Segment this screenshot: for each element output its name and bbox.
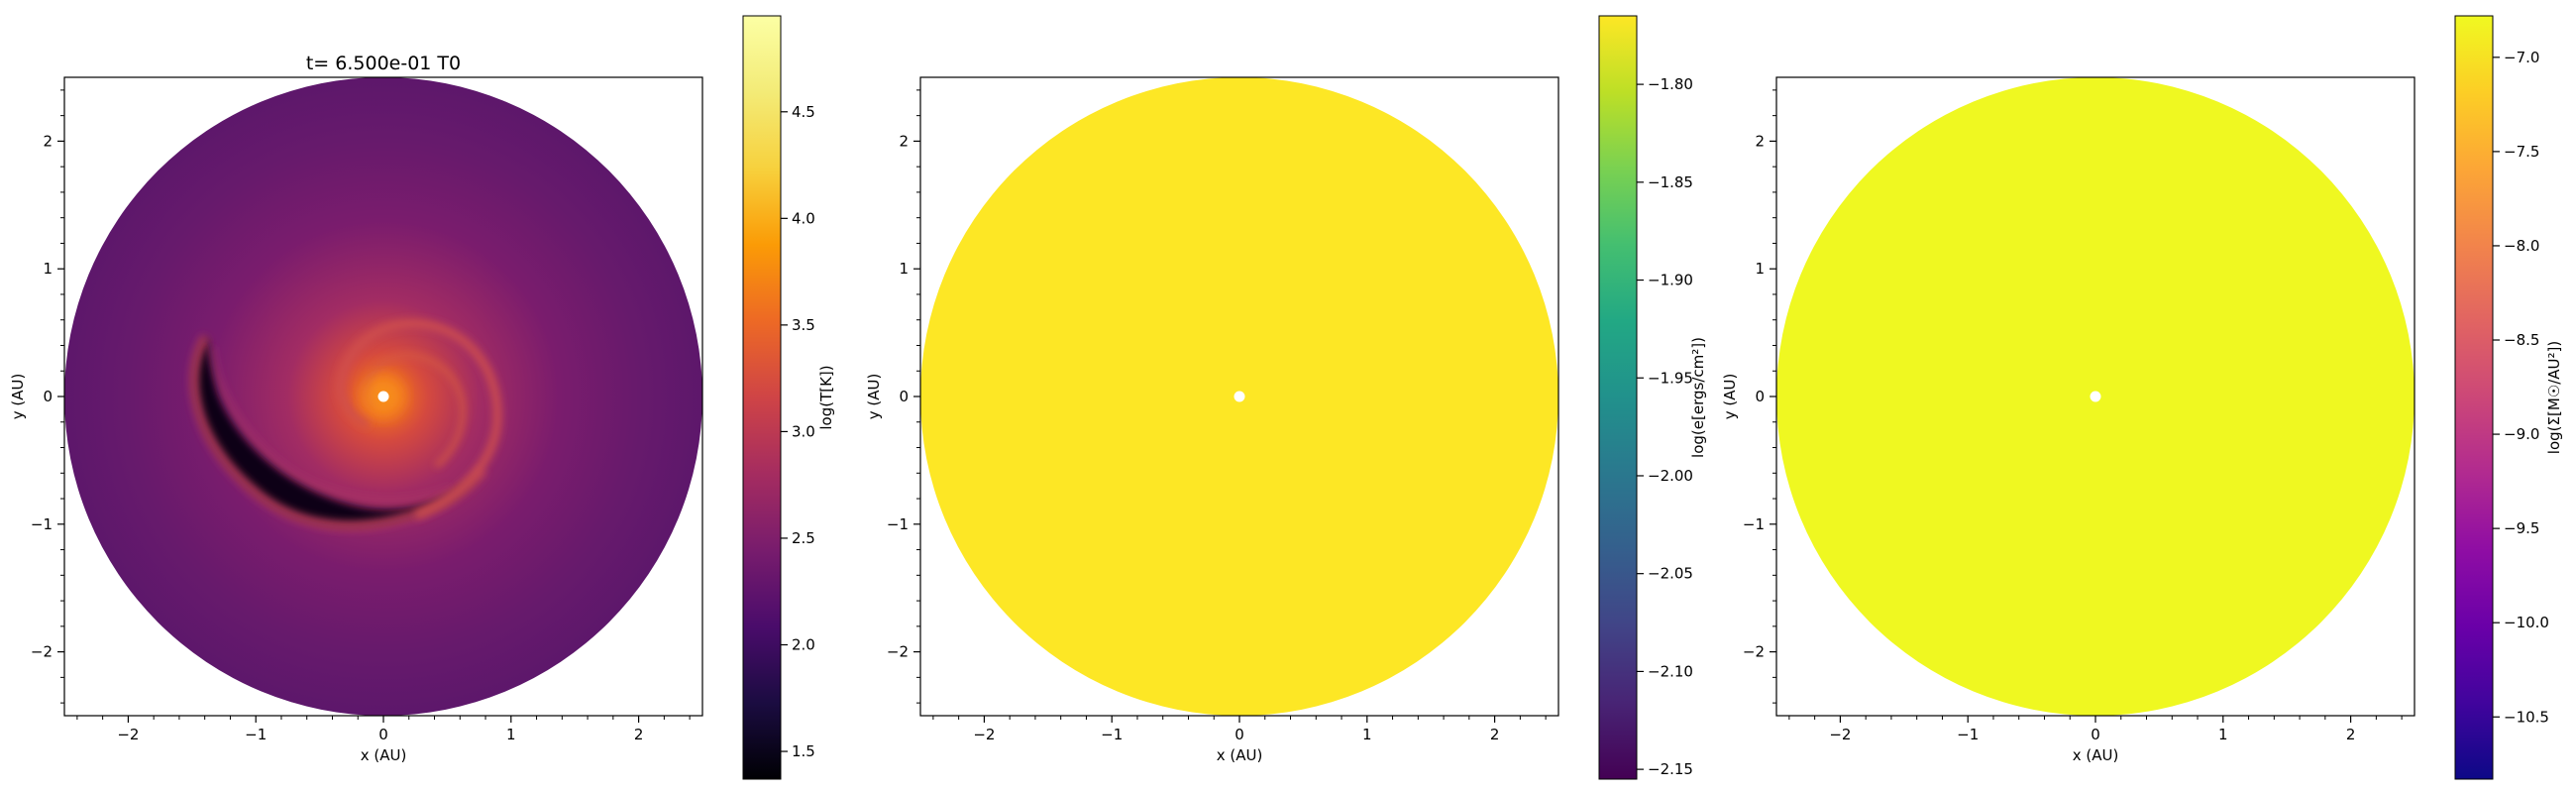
colorbar-tick-label: −7.5 [2504,143,2539,161]
colorbar-label-energy: log(e[ergs/cm²]) [1689,337,1707,458]
y-tick-label: −1 [887,515,909,533]
colorbar-tick-label: −2.15 [1648,760,1693,778]
y-tick-label: 2 [43,132,53,150]
x-tick-label: −1 [1101,726,1123,743]
colorbar-tick-label: 3.5 [792,316,815,334]
cold-crescent [194,337,483,526]
colorbar-tick-label: 1.5 [792,742,815,760]
y-tick-label: 1 [43,260,53,278]
colorbar-tick-label: −8.0 [2504,237,2539,255]
y-tick-label: 1 [1755,260,1765,278]
y-tick-label: −1 [1743,515,1765,533]
colorbar-tick-label: −9.0 [2504,425,2539,443]
colorbar-tick-label: −2.10 [1648,662,1693,680]
spiral-arm-outer [336,319,502,520]
x-tick-label: −2 [973,726,995,743]
panel-energy: −2 −1 0 1 2 −2 −1 0 1 2 x (AU) y (AU) −2.15 −2.10 −… [865,15,1707,780]
colorbar-tick-label: 2.0 [792,635,815,653]
colorbar-temperature [742,15,782,780]
x-tick-label: −2 [1829,726,1851,743]
x-axis-label: x (AU) [1217,746,1263,764]
colorbar-tick-label: −7.0 [2504,49,2539,66]
x-tick-label: 2 [1490,726,1500,743]
y-tick-label: 2 [899,132,909,150]
x-tick-label: 2 [2346,726,2356,743]
colorbar-tick-label: 4.0 [792,209,815,227]
colorbar-tick-label: −10.0 [2504,614,2549,631]
y-tick-label: −2 [887,643,909,661]
x-axis-label: x (AU) [2073,746,2119,764]
central-star-hole [1234,391,1245,402]
colorbar-tick-label: 3.0 [792,422,815,440]
colorbar-label-surface-density: log(Σ[M☉/AU²]) [2545,341,2563,454]
x-tick-label: 0 [1234,726,1244,743]
panel-temperature: −2 −1 0 1 2 −2 −1 0 1 2 t= 6.500e-01 T0 x (AU) y … [9,15,835,780]
plot-frame [1775,76,2415,717]
plot-title: t= 6.500e-01 T0 [306,53,461,74]
y-axis-label: y (AU) [1721,374,1739,420]
central-star-hole [2090,391,2101,402]
x-tick-label: 1 [2218,726,2228,743]
plot-frame [919,76,1559,717]
colorbar-tick-label: −1.85 [1648,173,1693,191]
colorbar-tick-label: −9.5 [2504,519,2539,537]
x-tick-label: 0 [2091,726,2100,743]
colorbar-tick-label: −1.90 [1648,272,1693,289]
y-tick-label: −1 [31,515,53,533]
x-tick-label: 1 [1362,726,1372,743]
y-tick-label: 0 [899,388,909,405]
x-tick-label: 1 [506,726,516,743]
y-axis-label: y (AU) [9,374,27,420]
y-tick-label: −2 [31,643,53,661]
y-tick-label: 0 [1755,388,1765,405]
colorbar-tick-label: −1.80 [1648,75,1693,93]
y-tick-label: −2 [1743,643,1765,661]
colorbar-surface-density [2454,15,2494,780]
x-axis-label: x (AU) [361,746,407,764]
x-tick-label: −1 [245,726,267,743]
panel-surface-density: −2 −1 0 1 2 −2 −1 0 1 2 x (AU) y (AU) −10.5 −10.0 −… [1721,15,2563,780]
colorbar-tick-label: −2.00 [1648,467,1693,485]
crescent-inner-rim [209,346,453,504]
x-tick-label: −1 [1957,726,1979,743]
x-tick-label: −2 [117,726,139,743]
colorbar-label-temperature: log(T[K]) [817,365,835,429]
colorbar-tick-label: 4.5 [792,103,815,121]
x-tick-label: 0 [378,726,388,743]
central-star-hole [377,391,389,402]
x-tick-label: 2 [634,726,644,743]
plot-frame [63,76,703,717]
colorbar-tick-label: −1.95 [1648,369,1693,387]
y-tick-label: 0 [43,388,53,405]
colorbar-tick-label: −8.5 [2504,331,2539,349]
colorbar-tick-label: −2.05 [1648,565,1693,583]
y-tick-label: 2 [1755,132,1765,150]
y-axis-label: y (AU) [865,374,883,420]
colorbar-energy [1598,15,1638,780]
colorbar-tick-label: −10.5 [2504,708,2549,726]
y-tick-label: 1 [899,260,909,278]
colorbar-tick-label: 2.5 [792,529,815,547]
